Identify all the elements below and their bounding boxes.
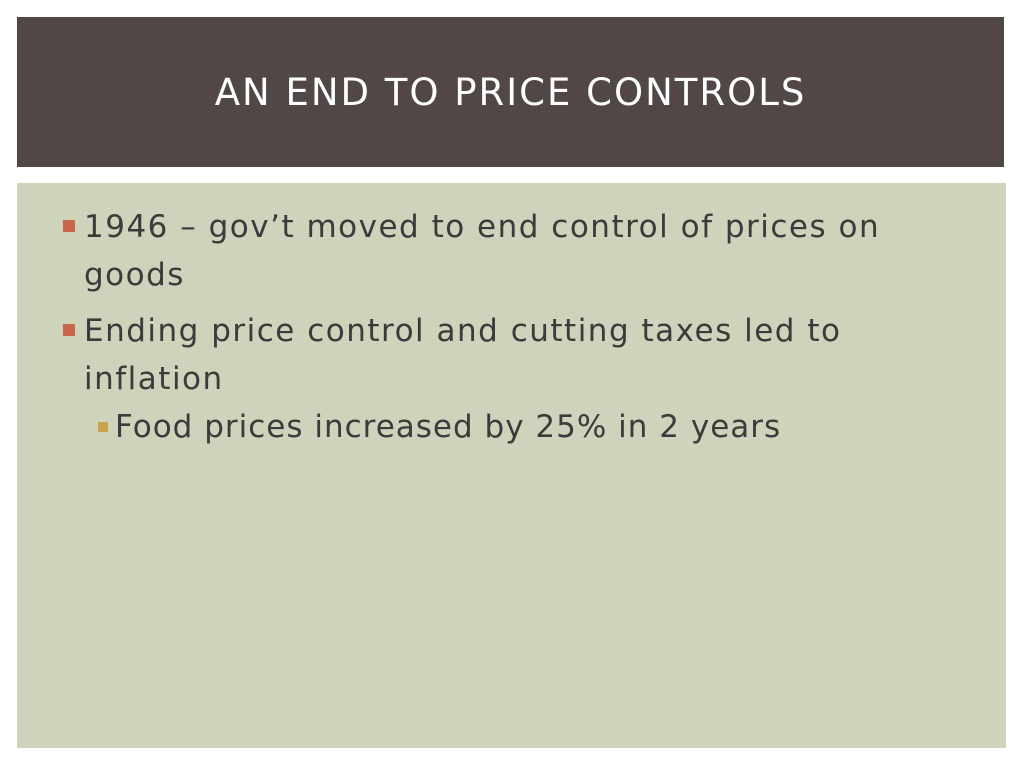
bullet: Ending price control and cutting taxes l… (63, 307, 944, 451)
content: 1946 – gov’t moved to end control of pri… (17, 183, 1006, 748)
sub-bullet-text: Food prices increased by 25% in 2 years (115, 409, 782, 445)
sub-list: Food prices increased by 25% in 2 years (84, 403, 944, 451)
bullet: 1946 – gov’t moved to end control of pri… (63, 203, 944, 299)
bullet-list: 1946 – gov’t moved to end control of pri… (17, 183, 1006, 451)
sub-bullet: Food prices increased by 25% in 2 years (98, 403, 944, 451)
slide-title: AN END TO PRICE CONTROLS (214, 70, 807, 114)
bullet-text: Ending price control and cutting taxes l… (84, 313, 842, 397)
header: AN END TO PRICE CONTROLS (17, 17, 1004, 167)
bullet-text: 1946 – gov’t moved to end control of pri… (84, 209, 881, 293)
